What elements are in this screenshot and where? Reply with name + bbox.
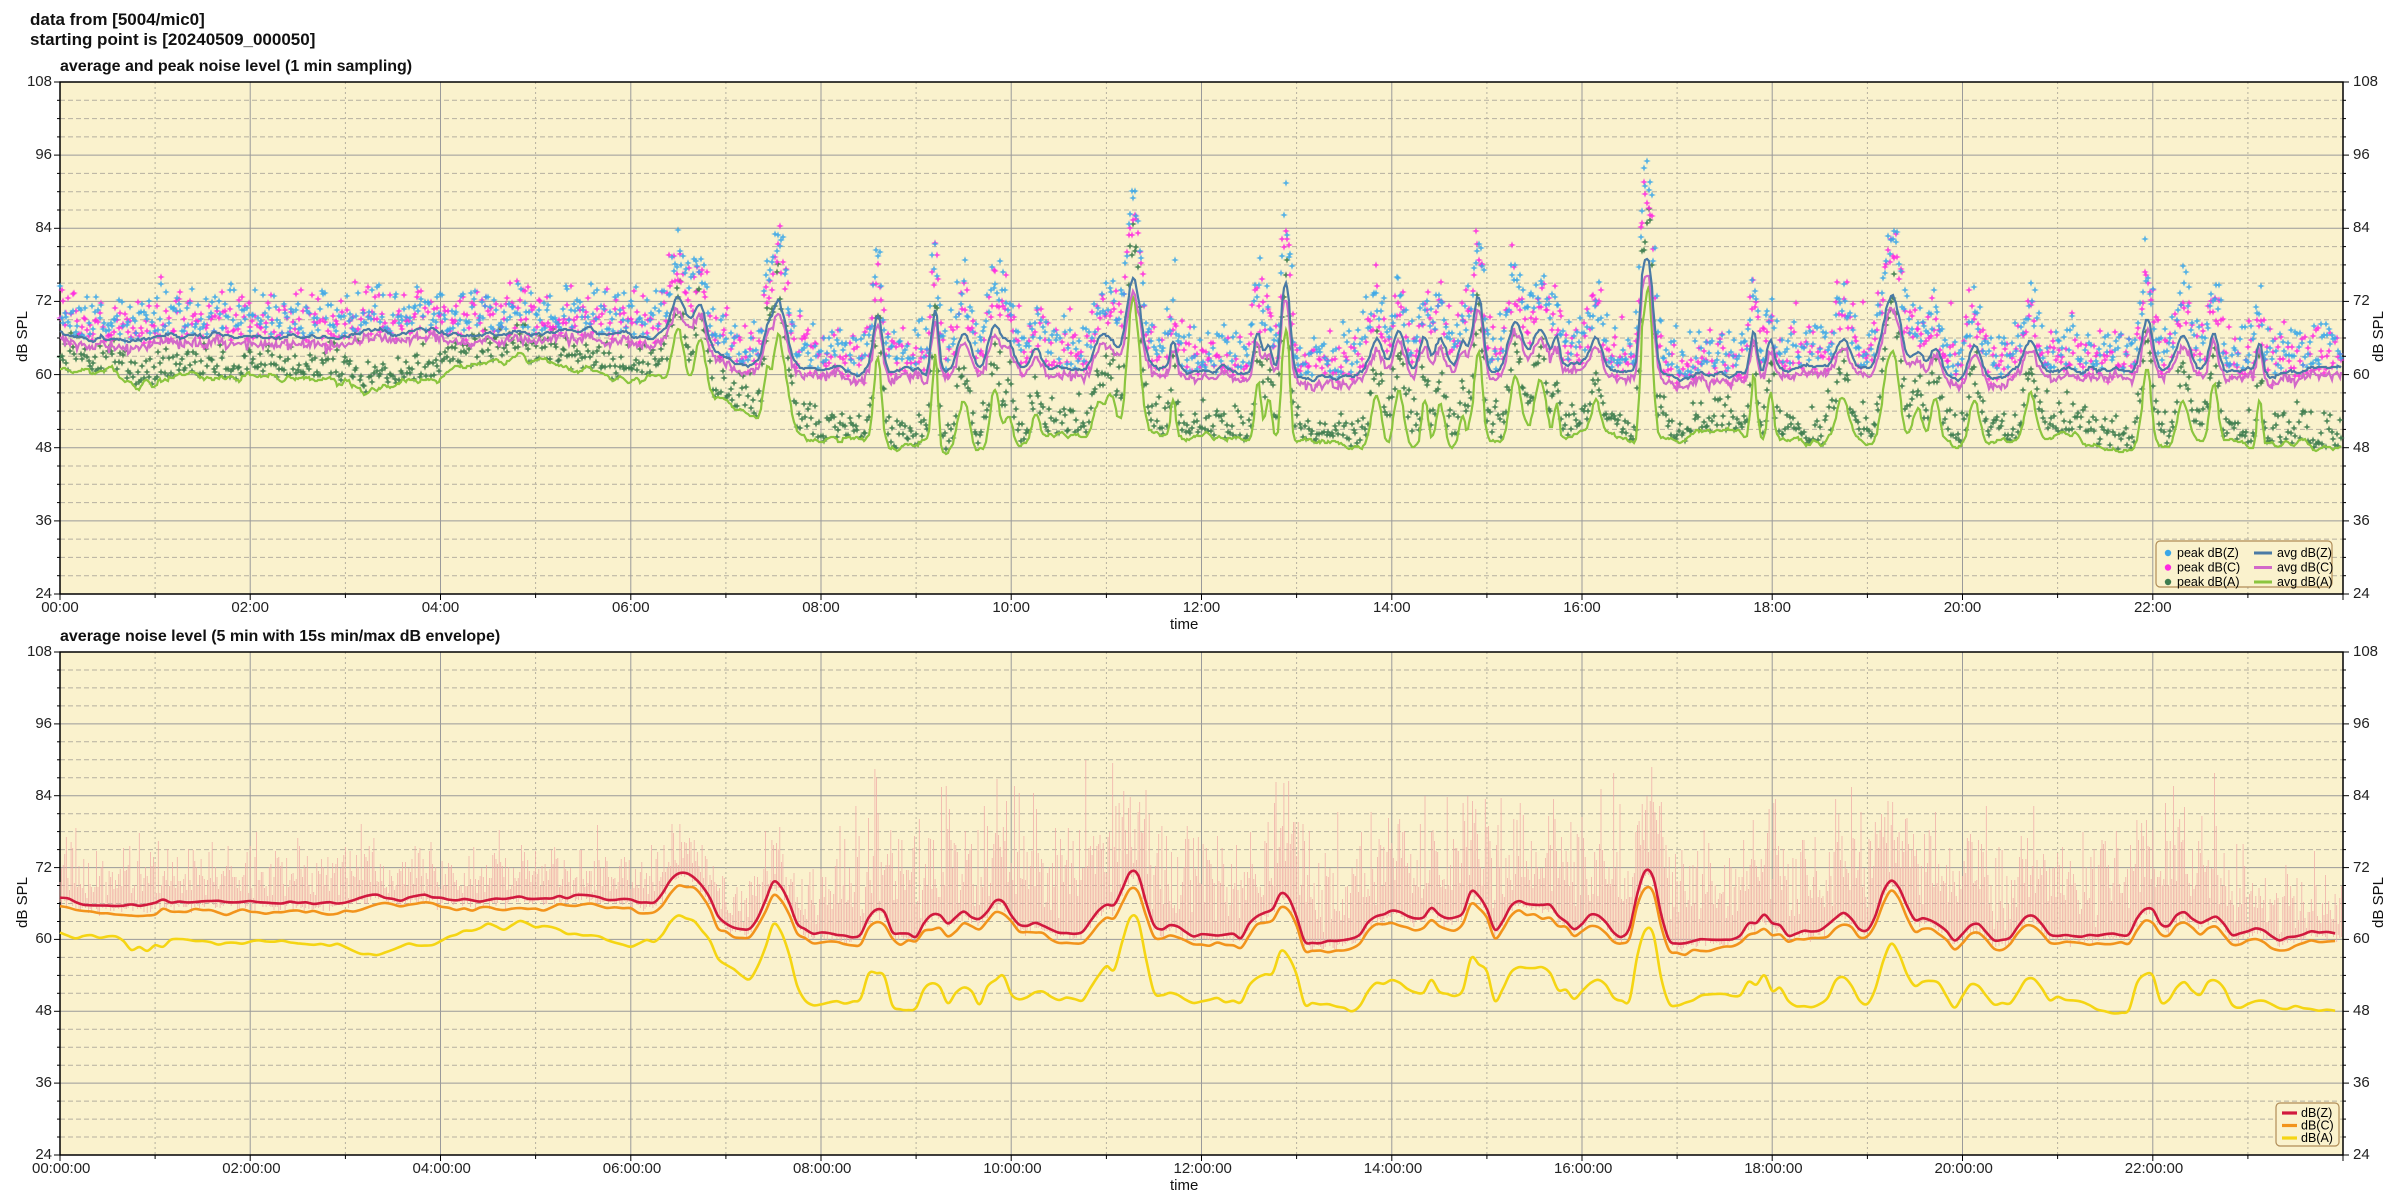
svg-text:dB(A): dB(A)	[2301, 1131, 2333, 1145]
